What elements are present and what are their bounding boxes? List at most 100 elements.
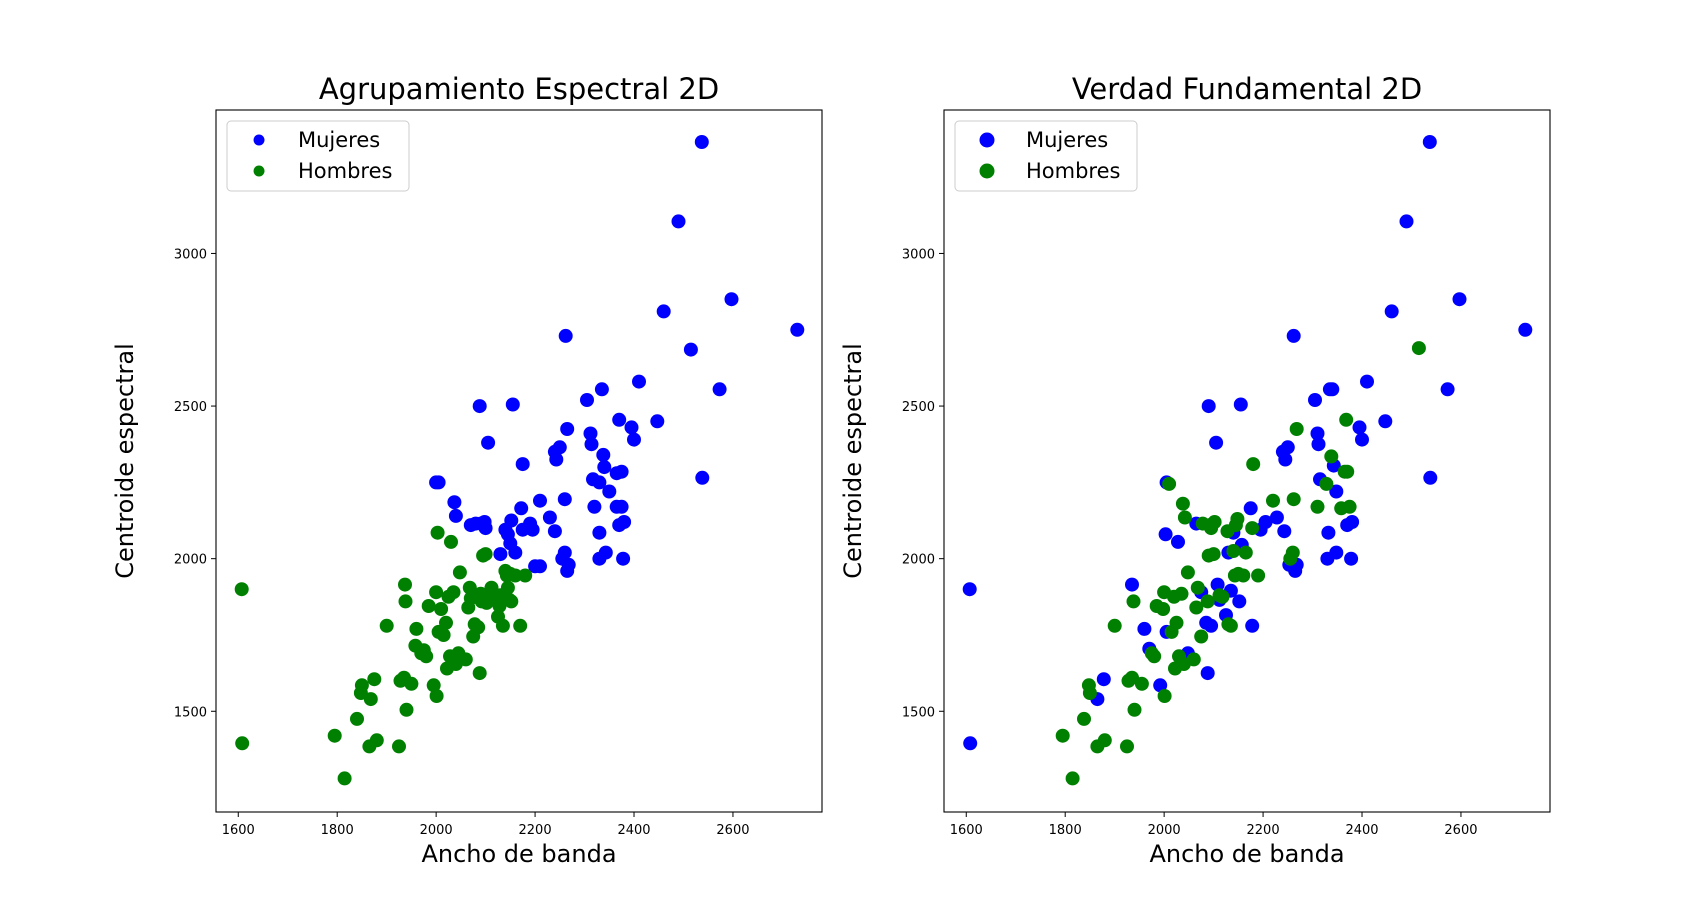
data-point: [1378, 414, 1393, 429]
legend-label: Hombres: [1026, 159, 1120, 183]
data-point: [500, 527, 515, 542]
data-point: [1310, 426, 1325, 441]
data-point: [1194, 629, 1209, 644]
legend: Mujeres Hombres: [954, 120, 1138, 192]
data-point: [1352, 420, 1367, 435]
data-point: [1233, 397, 1248, 412]
data-point: [1190, 580, 1205, 595]
data-point: [1175, 496, 1190, 511]
data-point: [1286, 492, 1301, 507]
legend-marker: [979, 163, 995, 179]
data-point: [436, 628, 451, 642]
legend-marker: [253, 134, 265, 146]
data-point: [542, 510, 557, 525]
data-point: [1171, 534, 1185, 549]
data-point: [594, 382, 609, 397]
data-point: [379, 618, 394, 633]
data-point: [1411, 341, 1426, 356]
data-point: [430, 525, 445, 540]
data-point: [694, 135, 709, 149]
chart-title: Verdad Fundamental 2D: [1072, 72, 1422, 106]
legend-label: Hombres: [298, 159, 392, 183]
data-point: [404, 676, 419, 691]
data-point: [1147, 649, 1162, 664]
data-point: [1156, 602, 1171, 616]
data-point: [515, 522, 530, 537]
data-point: [495, 618, 510, 633]
data-point: [1174, 586, 1189, 601]
data-point: [1310, 499, 1325, 514]
data-point: [1055, 728, 1070, 743]
data-point: [1286, 328, 1301, 343]
data-point: [1077, 711, 1091, 726]
data-point: [426, 678, 441, 693]
data-point: [1251, 568, 1266, 583]
data-point: [528, 559, 543, 574]
data-point: [525, 522, 540, 537]
right-scatter-panel: Verdad Fundamental 2D 1600 1800 2000 2200 240…: [839, 72, 1551, 868]
data-point: [683, 342, 698, 357]
legend-frame: [954, 120, 1138, 192]
data-point: [724, 292, 739, 307]
data-point: [1289, 422, 1304, 436]
data-point: [337, 771, 352, 786]
data-point: [1518, 322, 1533, 337]
data-point: [1324, 449, 1339, 464]
data-point: [612, 412, 627, 427]
x-axis-label: Ancho de banda: [421, 840, 616, 868]
data-point: [584, 437, 599, 452]
data-point: [514, 501, 529, 516]
data-point: [1125, 577, 1139, 592]
data-point: [533, 493, 547, 508]
data-point: [1423, 470, 1438, 485]
data-point: [580, 393, 594, 407]
data-point: [234, 582, 249, 597]
data-point: [1246, 457, 1261, 472]
data-point: [446, 585, 461, 600]
data-point: [1339, 412, 1354, 427]
data-point: [1360, 374, 1374, 389]
data-point: [1226, 544, 1241, 558]
x-tick-label: 1600: [950, 823, 983, 838]
data-point: [596, 447, 611, 462]
data-point: [1269, 510, 1284, 525]
data-point: [1329, 484, 1344, 499]
data-point: [350, 711, 364, 726]
data-point: [558, 328, 573, 343]
data-point: [1189, 600, 1204, 615]
plot-area: [215, 109, 823, 813]
data-point: [962, 582, 977, 597]
data-point: [367, 672, 382, 687]
data-point: [1223, 618, 1238, 633]
plot-area: [943, 109, 1551, 813]
data-point: [1452, 292, 1467, 307]
x-tick-label: 2000: [420, 823, 453, 838]
data-point: [471, 620, 486, 635]
data-point: [656, 304, 671, 319]
data-point: [429, 585, 444, 600]
data-point: [1158, 527, 1173, 542]
legend-label: Mujeres: [298, 128, 380, 152]
data-point: [1308, 393, 1322, 407]
x-tick-label: 2200: [1247, 823, 1280, 838]
data-point: [1097, 733, 1112, 748]
data-point: [398, 594, 413, 609]
data-point: [429, 475, 444, 490]
data-point: [447, 495, 462, 510]
data-point: [561, 557, 576, 572]
data-point: [508, 568, 523, 583]
data-point: [462, 580, 477, 595]
y-tick-label: 2000: [174, 553, 207, 568]
data-point: [235, 736, 250, 751]
data-point: [434, 602, 449, 616]
data-point: [472, 666, 487, 681]
data-point: [1096, 672, 1111, 687]
data-point: [1399, 214, 1414, 229]
data-point: [1207, 515, 1222, 529]
data-point: [1245, 521, 1260, 536]
data-point: [392, 739, 406, 754]
data-point: [614, 499, 629, 514]
data-point: [557, 545, 572, 560]
